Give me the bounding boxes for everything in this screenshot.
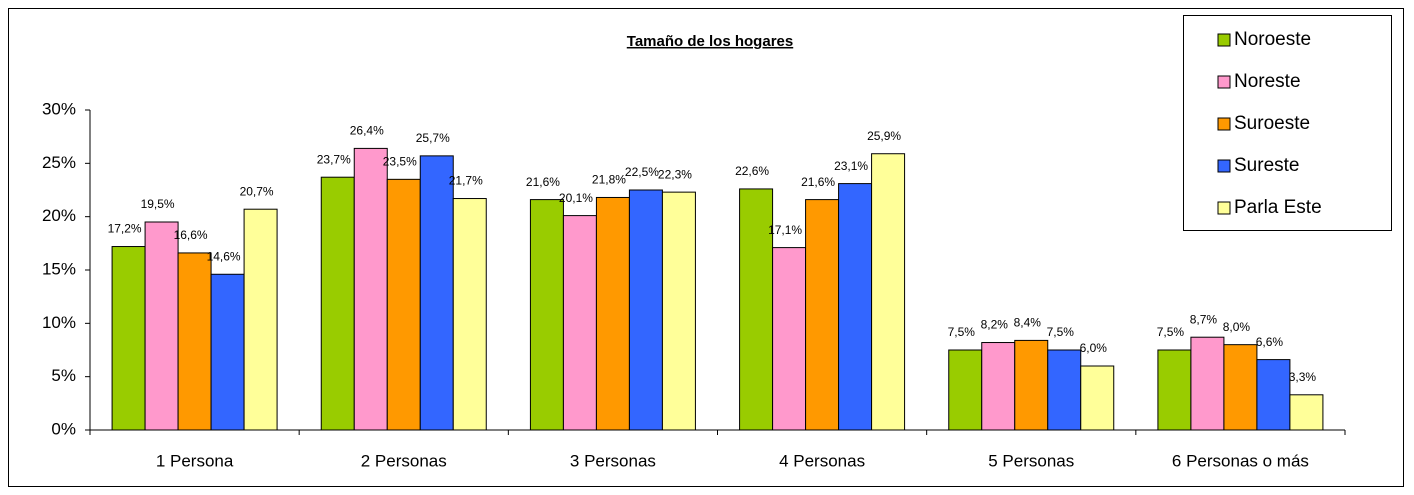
value-label: 25,7%	[416, 131, 450, 145]
value-label: 23,1%	[834, 159, 868, 173]
y-tick-label: 5%	[51, 366, 76, 385]
bar	[210, 273, 245, 431]
bar	[419, 155, 454, 431]
bar	[772, 247, 807, 431]
bar	[871, 153, 906, 431]
legend-label: Parla Este	[1234, 197, 1322, 218]
value-label: 22,5%	[625, 165, 659, 179]
value-label: 17,1%	[768, 223, 802, 237]
value-label: 14,6%	[207, 249, 241, 263]
x-tick-label: 1 Persona	[156, 451, 234, 470]
value-label: 3,3%	[1289, 370, 1317, 384]
bar	[320, 176, 355, 431]
bar	[628, 189, 663, 431]
value-label: 8,0%	[1223, 320, 1251, 334]
bar	[243, 208, 278, 431]
bar	[1047, 349, 1082, 431]
bar	[981, 342, 1016, 431]
bar	[1157, 349, 1192, 431]
bar	[1190, 336, 1225, 431]
bar	[529, 199, 564, 431]
legend-swatch	[1217, 117, 1231, 131]
value-label: 23,7%	[317, 152, 351, 166]
value-label: 8,7%	[1190, 312, 1218, 326]
value-label: 17,2%	[108, 222, 142, 236]
bar	[948, 349, 983, 431]
x-tick-label: 2 Personas	[361, 451, 447, 470]
value-label: 22,3%	[658, 167, 692, 181]
legend-label: Noreste	[1234, 71, 1301, 92]
bar	[144, 221, 179, 431]
value-label: 6,0%	[1080, 341, 1108, 355]
bar	[177, 252, 212, 431]
value-label: 21,7%	[449, 174, 483, 188]
legend-swatch	[1217, 201, 1231, 215]
y-tick-label: 0%	[51, 419, 76, 438]
legend-label: Suroeste	[1234, 113, 1310, 134]
y-tick-label: 10%	[42, 313, 76, 332]
x-tick-label: 6 Personas o más	[1172, 451, 1309, 470]
value-label: 21,6%	[801, 175, 835, 189]
legend-label: Noroeste	[1234, 29, 1311, 50]
y-tick-label: 30%	[42, 99, 76, 118]
y-tick-label: 25%	[42, 153, 76, 172]
value-label: 23,5%	[383, 155, 417, 169]
legend-swatch	[1217, 33, 1231, 47]
bar	[1289, 394, 1324, 431]
bar	[562, 215, 597, 431]
legend-swatch	[1217, 159, 1231, 173]
bar	[739, 188, 774, 431]
bar	[1014, 339, 1049, 431]
value-label: 16,6%	[174, 228, 208, 242]
bar	[452, 198, 487, 431]
bar	[1080, 365, 1115, 431]
x-tick-label: 4 Personas	[779, 451, 865, 470]
legend-swatch	[1217, 75, 1231, 89]
bar	[595, 196, 630, 431]
value-label: 26,4%	[350, 124, 384, 138]
value-label: 7,5%	[1157, 325, 1185, 339]
value-label: 21,8%	[592, 173, 626, 187]
value-label: 6,6%	[1256, 335, 1284, 349]
chart-title: Tamaño de los hogares	[627, 33, 793, 50]
bar	[805, 199, 840, 431]
value-label: 20,7%	[240, 184, 274, 198]
x-tick-label: 3 Personas	[570, 451, 656, 470]
legend-label: Sureste	[1234, 155, 1299, 176]
value-label: 25,9%	[867, 129, 901, 143]
bar	[838, 183, 873, 431]
value-label: 22,6%	[735, 164, 769, 178]
value-label: 7,5%	[1047, 325, 1075, 339]
y-tick-label: 20%	[42, 206, 76, 225]
value-label: 8,4%	[1014, 316, 1042, 330]
bar	[386, 178, 421, 431]
bar	[1223, 344, 1258, 431]
value-label: 7,5%	[948, 325, 976, 339]
x-tick-label: 5 Personas	[988, 451, 1074, 470]
y-tick-label: 15%	[42, 259, 76, 278]
value-label: 8,2%	[981, 318, 1009, 332]
value-label: 20,1%	[559, 191, 593, 205]
bar	[353, 147, 388, 431]
bar	[661, 191, 696, 431]
value-label: 21,6%	[526, 175, 560, 189]
value-label: 19,5%	[141, 197, 175, 211]
bar	[111, 246, 146, 431]
bar	[1256, 359, 1291, 431]
